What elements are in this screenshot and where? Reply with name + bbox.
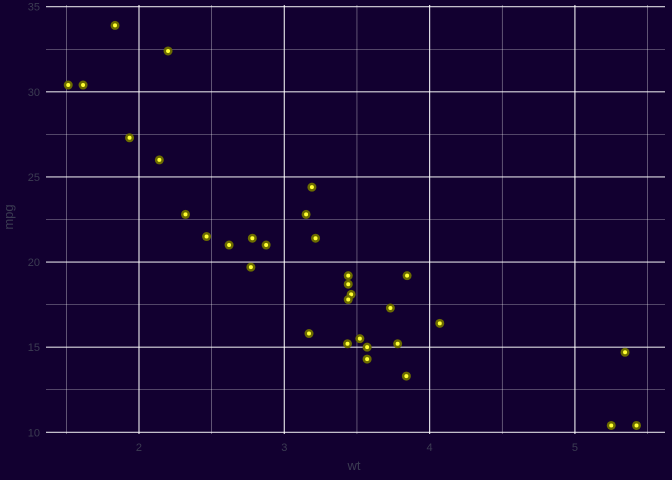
y-tick-label: 15 (28, 342, 40, 354)
x-axis-title: wt (347, 458, 361, 473)
data-point (402, 271, 412, 281)
x-tick-label: 3 (281, 442, 287, 454)
data-point-core (204, 234, 209, 239)
data-point-core (388, 306, 393, 311)
y-tick-label: 10 (28, 427, 40, 439)
data-point-core (309, 185, 314, 190)
data-point-core (113, 23, 118, 28)
y-tick-label: 20 (28, 257, 40, 269)
data-point-core (345, 341, 350, 346)
major-gridlines (46, 5, 665, 434)
data-point (362, 354, 372, 364)
data-point-core (405, 273, 410, 278)
y-axis-tick-labels: 10 15 20 25 30 35 (28, 2, 40, 440)
data-point-core (437, 321, 442, 326)
data-point-core (365, 357, 370, 362)
data-point (301, 209, 311, 219)
data-point (435, 318, 445, 328)
minor-gridlines (46, 5, 665, 434)
data-point (304, 329, 314, 339)
x-tick-label: 4 (427, 442, 433, 454)
data-point (246, 262, 256, 272)
data-point (362, 342, 372, 352)
data-point (343, 271, 353, 281)
data-point-core (346, 297, 351, 302)
data-point (393, 339, 403, 349)
data-point-core (623, 350, 628, 355)
data-point (355, 334, 365, 344)
data-point (125, 133, 135, 143)
data-point-core (395, 341, 400, 346)
y-tick-label: 30 (28, 87, 40, 99)
data-point-core (346, 282, 351, 287)
x-axis-tick-labels: 2 3 4 5 (136, 442, 578, 454)
y-axis-title: mpg (1, 204, 16, 229)
data-point (632, 420, 642, 430)
data-point (63, 80, 73, 90)
x-tick-label: 5 (572, 442, 578, 454)
data-point (401, 371, 411, 381)
data-point (110, 20, 120, 30)
data-point (163, 46, 173, 56)
data-point-core (357, 336, 362, 341)
data-point-core (183, 212, 188, 217)
data-point-core (304, 212, 309, 217)
data-points (63, 20, 642, 430)
data-point (78, 80, 88, 90)
x-tick-label: 2 (136, 442, 142, 454)
data-point (343, 295, 353, 305)
data-point (247, 233, 257, 243)
data-point-core (250, 236, 255, 241)
data-point (311, 233, 321, 243)
data-point-core (166, 48, 171, 53)
data-point (202, 232, 212, 242)
data-point (154, 155, 164, 165)
data-point-core (349, 292, 354, 297)
data-point-core (365, 345, 370, 350)
data-point-core (634, 423, 639, 428)
data-point-core (157, 157, 162, 162)
data-point (261, 240, 271, 250)
data-point-core (346, 273, 351, 278)
data-point-core (313, 236, 318, 241)
data-point (343, 279, 353, 289)
data-point-core (307, 331, 312, 336)
y-tick-label: 35 (28, 2, 40, 14)
data-point-core (264, 243, 269, 248)
data-point-core (66, 83, 71, 88)
data-point (343, 339, 353, 349)
data-point (606, 420, 616, 430)
data-point-core (609, 423, 614, 428)
data-point (385, 303, 395, 313)
data-point-core (227, 243, 232, 248)
data-point-core (127, 135, 132, 140)
data-point (307, 182, 317, 192)
data-point-core (248, 265, 253, 270)
data-point (620, 347, 630, 357)
y-tick-label: 25 (28, 172, 40, 184)
data-point-core (404, 374, 409, 379)
data-point (224, 240, 234, 250)
data-point (180, 209, 190, 219)
data-point-core (81, 83, 86, 88)
